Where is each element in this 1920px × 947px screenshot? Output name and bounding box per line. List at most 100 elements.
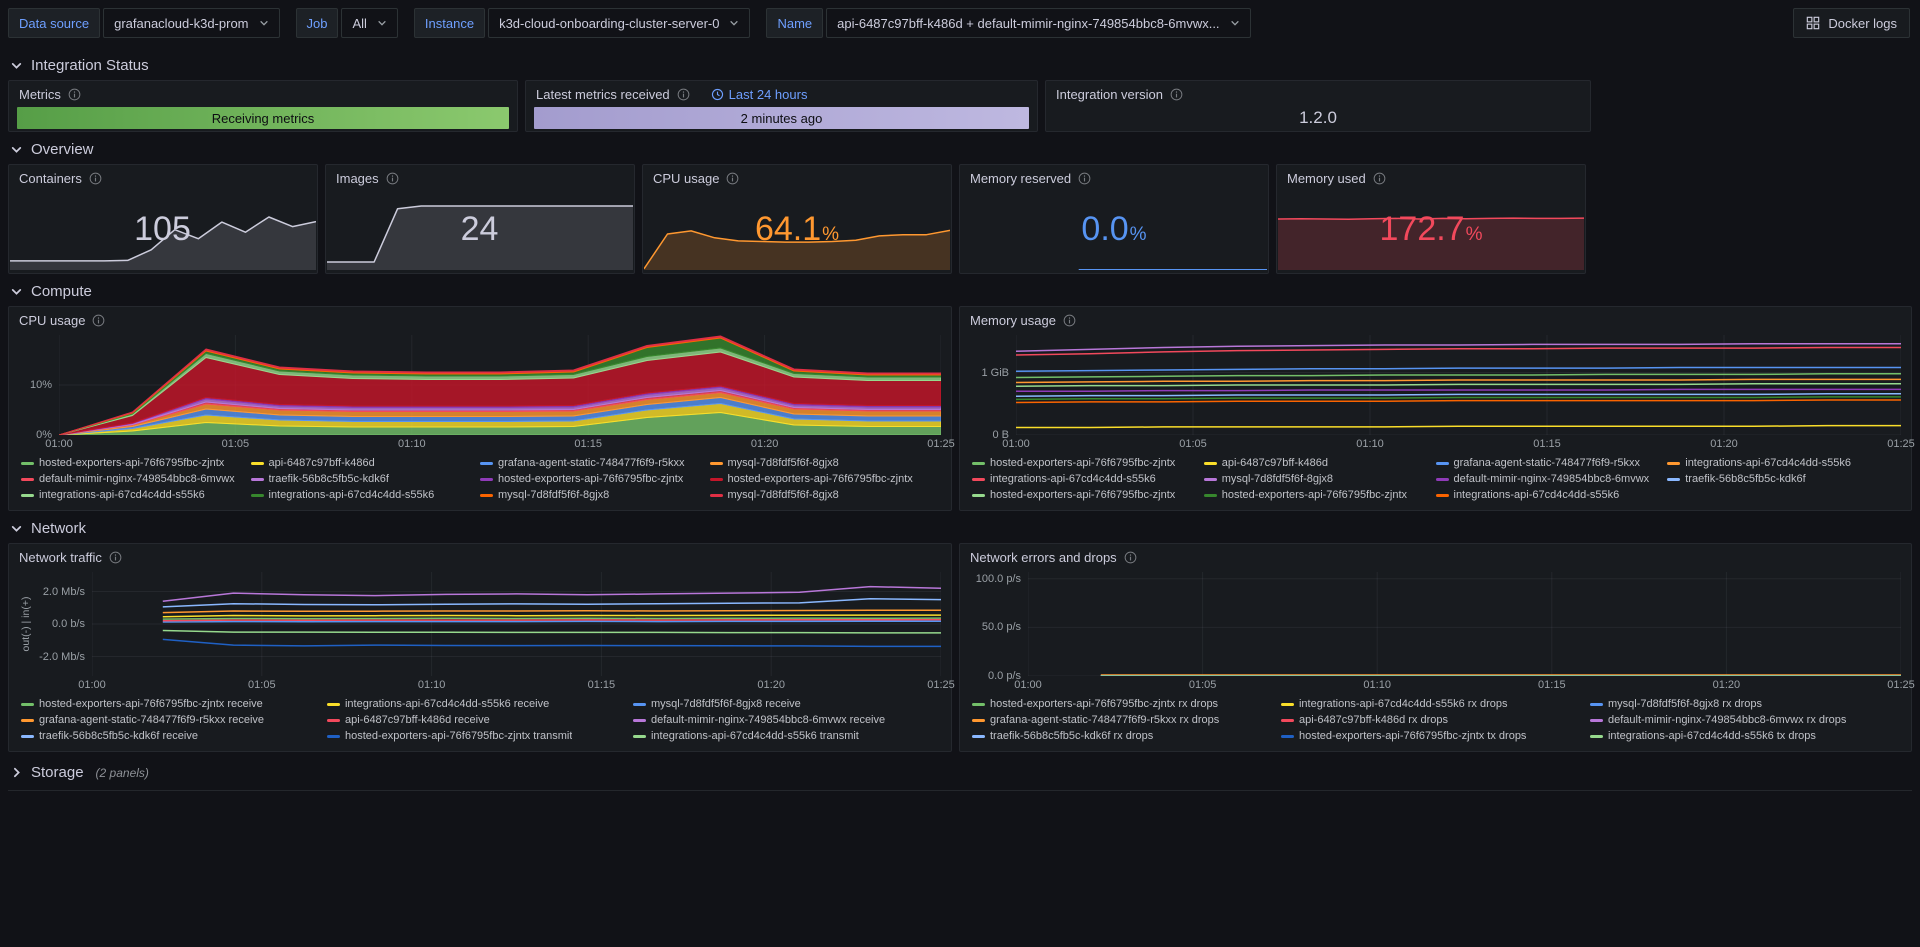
legend-item[interactable]: hosted-exporters-api-76f6795fbc-zjntx tr…	[326, 728, 633, 744]
legend-item[interactable]: traefik-56b8c5fb5c-kdk6f	[1667, 471, 1899, 487]
panel-title[interactable]: Images	[336, 171, 379, 186]
y-axis-tick: 10%	[29, 379, 52, 391]
info-icon[interactable]	[1170, 88, 1183, 101]
legend-item[interactable]: grafana-agent-static-748477f6f9-r5kxx	[480, 455, 710, 471]
legend-label: integrations-api-67cd4c4dd-s55k6	[39, 489, 205, 501]
legend-item[interactable]: hosted-exporters-api-76f6795fbc-zjntx	[972, 455, 1204, 471]
docker-logs-button[interactable]: Docker logs	[1793, 8, 1910, 38]
info-icon[interactable]	[1063, 314, 1076, 327]
legend-item[interactable]: default-mimir-nginx-749854bbc8-6mvwx	[21, 471, 251, 487]
y-axis-tick: 0.0 b/s	[51, 618, 85, 630]
series-color-dash	[1589, 702, 1603, 706]
info-icon[interactable]	[386, 172, 399, 185]
section-header-network[interactable]: Network	[8, 511, 1912, 543]
legend-item[interactable]: hosted-exporters-api-76f6795fbc-zjntx	[972, 487, 1204, 503]
legend-item[interactable]: grafana-agent-static-748477f6f9-r5kxx	[1435, 455, 1668, 471]
panel-title[interactable]: Memory reserved	[970, 171, 1072, 186]
filter-value-dropdown[interactable]: grafanacloud-k3d-prom	[103, 8, 280, 38]
network-errors-chart[interactable]	[1028, 572, 1901, 676]
legend-label: api-6487c97bff-k486d	[1221, 457, 1328, 469]
legend-item[interactable]: hosted-exporters-api-76f6795fbc-zjntx re…	[21, 696, 327, 712]
legend-item[interactable]: integrations-api-67cd4c4dd-s55k6 transmi…	[632, 728, 939, 744]
panel-title[interactable]: Latest metrics received	[536, 87, 670, 102]
legend-item[interactable]: grafana-agent-static-748477f6f9-r5kxx rx…	[972, 712, 1281, 728]
filter-value-dropdown[interactable]: api-6487c97bff-k486d + default-mimir-ngi…	[826, 8, 1251, 38]
section-header-overview[interactable]: Overview	[8, 132, 1912, 164]
info-icon[interactable]	[109, 551, 122, 564]
legend-item[interactable]: mysql-7d8fdf5f6f-8gjx8 receive	[632, 696, 939, 712]
panel-title[interactable]: CPU usage	[653, 171, 720, 186]
legend-item[interactable]: mysql-7d8fdf5f6f-8gjx8 rx drops	[1589, 696, 1899, 712]
legend-item[interactable]: integrations-api-67cd4c4dd-s55k6	[1435, 487, 1668, 503]
panel-title[interactable]: Memory usage	[970, 313, 1056, 328]
info-icon[interactable]	[1373, 172, 1386, 185]
legend-item[interactable]: default-mimir-nginx-749854bbc8-6mvwx rec…	[632, 712, 939, 728]
legend-item[interactable]: integrations-api-67cd4c4dd-s55k6 tx drop…	[1589, 728, 1899, 744]
legend-item[interactable]: integrations-api-67cd4c4dd-s55k6	[250, 487, 481, 503]
legend-item[interactable]: api-6487c97bff-k486d	[1203, 455, 1436, 471]
legend-label: mysql-7d8fdf5f6f-8gjx8 receive	[650, 698, 801, 710]
legend-item[interactable]: default-mimir-nginx-749854bbc8-6mvwx	[1435, 471, 1668, 487]
info-icon[interactable]	[726, 172, 739, 185]
legend-item[interactable]: hosted-exporters-api-76f6795fbc-zjntx	[21, 455, 251, 471]
panel-title[interactable]: Network traffic	[19, 550, 102, 565]
legend-item[interactable]: integrations-api-67cd4c4dd-s55k6 rx drop…	[1280, 696, 1590, 712]
latest-metrics-text: 2 minutes ago	[740, 110, 823, 126]
filter-value-dropdown[interactable]: k3d-cloud-onboarding-cluster-server-0	[488, 8, 751, 38]
legend-item[interactable]: api-6487c97bff-k486d rx drops	[1280, 712, 1590, 728]
legend-item[interactable]: traefik-56b8c5fb5c-kdk6f rx drops	[972, 728, 1281, 744]
panel-title[interactable]: Metrics	[19, 87, 61, 102]
section-header-storage[interactable]: Storage (2 panels)	[8, 752, 1912, 791]
panel-cpu-usage-stat: CPU usage 64.1%	[642, 164, 952, 274]
grid-icon	[1807, 16, 1820, 30]
info-icon[interactable]	[1124, 551, 1137, 564]
section-header-integration-status[interactable]: Integration Status	[8, 48, 1912, 80]
section-compute: Compute CPU usage 0% 10% 01:00 01:05 01:10 0…	[8, 274, 1915, 511]
filter-value-dropdown[interactable]: All	[341, 8, 398, 38]
series-color-dash	[972, 718, 985, 722]
legend-item[interactable]: hosted-exporters-api-76f6795fbc-zjntx	[709, 471, 940, 487]
legend-item[interactable]: traefik-56b8c5fb5c-kdk6f receive	[21, 728, 327, 744]
time-range-link[interactable]: Last 24 hours	[711, 87, 807, 102]
legend-item[interactable]: mysql-7d8fdf5f6f-8gjx8	[1203, 471, 1436, 487]
legend-item[interactable]: integrations-api-67cd4c4dd-s55k6 receive	[326, 696, 633, 712]
chevron-down-icon	[730, 20, 739, 26]
panel-title[interactable]: CPU usage	[19, 313, 86, 328]
legend-item[interactable]: mysql-7d8fdf5f6f-8gjx8	[480, 487, 710, 503]
panel-title[interactable]: Integration version	[1056, 87, 1163, 102]
legend-item[interactable]: mysql-7d8fdf5f6f-8gjx8	[709, 455, 940, 471]
network-traffic-chart[interactable]	[92, 572, 941, 676]
legend-item[interactable]: default-mimir-nginx-749854bbc8-6mvwx rx …	[1589, 712, 1899, 728]
memory-usage-chart[interactable]	[1016, 335, 1901, 435]
info-icon[interactable]	[68, 88, 81, 101]
section-header-compute[interactable]: Compute	[8, 274, 1912, 306]
compute-cpu-chart[interactable]	[59, 335, 941, 435]
info-icon[interactable]	[677, 88, 690, 101]
panel-title[interactable]: Containers	[19, 171, 82, 186]
legend-item[interactable]: mysql-7d8fdf5f6f-8gjx8	[709, 487, 940, 503]
legend-item[interactable]: hosted-exporters-api-76f6795fbc-zjntx	[480, 471, 710, 487]
legend-item[interactable]: api-6487c97bff-k486d receive	[326, 712, 633, 728]
legend-item[interactable]: grafana-agent-static-748477f6f9-r5kxx re…	[21, 712, 327, 728]
info-icon[interactable]	[92, 314, 105, 327]
legend-item[interactable]: hosted-exporters-api-76f6795fbc-zjntx	[1203, 487, 1436, 503]
legend-item[interactable]: traefik-56b8c5fb5c-kdk6f	[250, 471, 481, 487]
panel-title[interactable]: Memory used	[1287, 171, 1366, 186]
legend-item[interactable]: hosted-exporters-api-76f6795fbc-zjntx rx…	[972, 696, 1281, 712]
memory-used-sparkline	[1278, 192, 1584, 270]
panel-containers: Containers 105	[8, 164, 318, 274]
legend-label: api-6487c97bff-k486d receive	[344, 714, 490, 726]
legend-item[interactable]: integrations-api-67cd4c4dd-s55k6	[972, 471, 1204, 487]
chart-legend: hosted-exporters-api-76f6795fbc-zjntx re…	[9, 692, 951, 751]
memory-reserved-sparkline	[961, 244, 1267, 270]
x-axis-tick: 01:25	[1887, 438, 1915, 450]
info-icon[interactable]	[1078, 172, 1091, 185]
legend-item[interactable]: integrations-api-67cd4c4dd-s55k6	[1667, 455, 1899, 471]
series-color-dash	[709, 461, 723, 465]
panel-title[interactable]: Network errors and drops	[970, 550, 1117, 565]
info-icon[interactable]	[89, 172, 102, 185]
legend-item[interactable]: hosted-exporters-api-76f6795fbc-zjntx tx…	[1280, 728, 1590, 744]
legend-item[interactable]: integrations-api-67cd4c4dd-s55k6	[21, 487, 251, 503]
legend-item[interactable]: api-6487c97bff-k486d	[250, 455, 481, 471]
legend-label: traefik-56b8c5fb5c-kdk6f	[1685, 473, 1806, 485]
